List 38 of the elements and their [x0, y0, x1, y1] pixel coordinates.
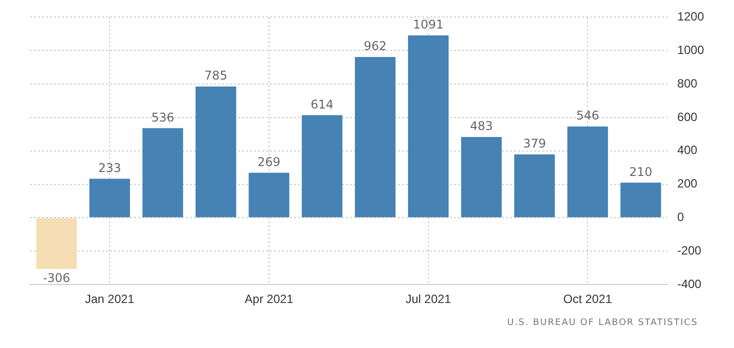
data-label: 210	[629, 164, 652, 179]
x-tick-label: Apr 2021	[244, 292, 294, 306]
y-tick-label: 1200	[677, 10, 704, 24]
y-tick-label: -400	[677, 276, 702, 291]
data-label: 962	[364, 39, 387, 54]
y-tick-label: -200	[677, 243, 702, 258]
bar	[196, 86, 236, 218]
y-tick-label: 0	[677, 210, 684, 224]
x-tick-label: Oct 2021	[563, 292, 612, 306]
y-tick-label: 200	[677, 176, 698, 191]
x-tick-label: Jul 2021	[406, 292, 452, 306]
y-tick-label: 800	[677, 76, 698, 90]
bar	[514, 154, 555, 218]
bar	[461, 137, 502, 218]
bar	[408, 35, 449, 218]
bar	[36, 218, 77, 269]
data-label: 614	[310, 97, 334, 112]
data-label: -306	[42, 271, 70, 286]
x-tick-label: Jan 2021	[84, 292, 135, 306]
y-tick-label: 400	[677, 143, 698, 158]
y-tick-label: 1000	[677, 42, 704, 57]
data-label: 785	[204, 68, 228, 83]
bar	[620, 182, 662, 218]
data-label: 546	[576, 108, 600, 123]
text: U.S. BUREAU OF LABOR STATISTICS	[507, 318, 698, 328]
data-label: 269	[258, 154, 280, 169]
data-label: 379	[523, 136, 546, 151]
bar	[248, 172, 290, 218]
data-label: 483	[470, 119, 493, 134]
data-label: 536	[151, 110, 174, 124]
bar	[142, 128, 184, 218]
bar	[354, 56, 396, 218]
bar	[302, 115, 342, 218]
bar	[567, 126, 608, 218]
y-tick-label: 600	[677, 110, 698, 124]
bar	[89, 178, 130, 218]
data-label: 233	[98, 160, 122, 175]
data-label: 1091	[413, 18, 444, 32]
